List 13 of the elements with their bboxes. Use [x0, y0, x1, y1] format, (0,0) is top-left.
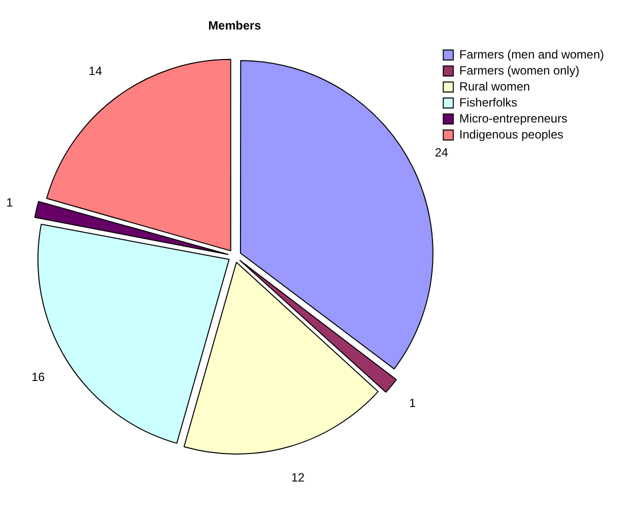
legend-label: Farmers (men and women) [459, 47, 604, 62]
legend-label: Micro-entrepreneurs [459, 111, 568, 126]
data-label: 24 [434, 145, 449, 160]
legend-label: Farmers (women only) [459, 63, 580, 78]
data-label: 1 [6, 195, 14, 210]
legend-label: Indigenous peoples [459, 127, 564, 142]
chart-title: Members [208, 18, 262, 32]
data-label: 16 [31, 370, 46, 384]
legend-label: Rural women [459, 79, 530, 94]
data-label: 1 [409, 396, 416, 410]
data-label: 14 [88, 64, 102, 78]
data-label: 12 [291, 470, 305, 485]
legend-label: Fisherfolks [459, 95, 518, 110]
